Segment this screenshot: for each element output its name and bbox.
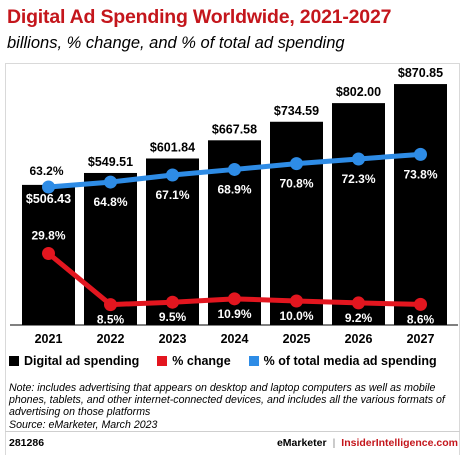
- share-point-2022: [104, 175, 117, 189]
- share-point-2021: [42, 180, 55, 194]
- bar-2025: [270, 121, 323, 326]
- change-label-2022: 8.5%: [97, 313, 125, 327]
- change-point-2025: [290, 294, 303, 308]
- change-label-2027: 8.6%: [407, 312, 435, 326]
- change-label-2024: 10.9%: [217, 307, 251, 321]
- brand-emarketer: eMarketer: [276, 437, 327, 449]
- bar-label-2023: $601.84: [150, 140, 195, 154]
- change-point-2023: [166, 295, 179, 309]
- change-point-2021: [42, 246, 55, 260]
- share-point-2026: [352, 152, 365, 166]
- legend-item-change: % change: [157, 354, 231, 368]
- brand-separator: |: [332, 437, 336, 449]
- share-label-2023: 67.1%: [155, 188, 189, 202]
- share-label-2024: 68.9%: [217, 182, 251, 196]
- x-tick-2025: 2025: [283, 332, 311, 346]
- change-point-2022: [104, 298, 117, 312]
- legend-item-spending: Digital ad spending: [9, 354, 139, 368]
- chart-title: Digital Ad Spending Worldwide, 2021-2027: [7, 6, 392, 28]
- chart-frame: [5, 63, 460, 455]
- change-label-2026: 9.2%: [345, 311, 373, 325]
- share-point-2025: [290, 157, 303, 171]
- legend-label-change: % change: [172, 354, 231, 368]
- footer-divider: [5, 431, 460, 432]
- legend-swatch-share: [248, 356, 259, 366]
- chart-subtitle: billions, % change, and % of total ad sp…: [7, 34, 345, 52]
- bar-label-2025: $734.59: [274, 104, 319, 118]
- share-label-2021: 63.2%: [29, 164, 63, 178]
- change-point-2024: [228, 292, 241, 306]
- bar-label-2022: $549.51: [88, 155, 133, 169]
- source-text: Source: eMarketer, March 2023: [9, 418, 158, 431]
- share-point-2024: [228, 162, 241, 176]
- brand-insider-intelligence: InsiderIntelligence.com: [341, 437, 458, 449]
- chart-canvas: $506.43 $549.51 $601.84 $667.58 $734.59 $802.…: [10, 66, 458, 346]
- x-tick-2026: 2026: [345, 332, 373, 346]
- x-tick-2024: 2024: [221, 332, 249, 346]
- share-point-2027: [414, 147, 427, 161]
- chart-legend: Digital ad spending % change % of total …: [9, 354, 455, 368]
- legend-swatch-spending: [9, 356, 19, 366]
- x-tick-2027: 2027: [407, 332, 435, 346]
- change-point-2026: [352, 296, 365, 310]
- bar-2026: [332, 103, 385, 325]
- share-label-2022: 64.8%: [93, 195, 127, 209]
- legend-label-share: % of total media ad spending: [263, 354, 437, 368]
- footer-brand: eMarketer | InsiderIntelligence.com: [277, 437, 458, 449]
- change-label-2023: 9.5%: [159, 310, 187, 324]
- bar-label-2021: $506.43: [26, 192, 71, 206]
- chart-notes: Note: includes advertising that appears …: [9, 382, 454, 431]
- change-label-2021: 29.8%: [31, 228, 65, 242]
- x-tick-2021: 2021: [35, 332, 63, 346]
- bar-label-2024: $667.58: [212, 122, 257, 136]
- x-tick-2022: 2022: [97, 332, 125, 346]
- share-label-2026: 72.3%: [341, 172, 375, 186]
- bar-2027: [394, 84, 447, 325]
- legend-label-spending: Digital ad spending: [24, 354, 140, 368]
- bar-label-2027: $870.85: [398, 66, 443, 80]
- note-text: Note: includes advertising that appears …: [9, 382, 445, 419]
- bar-label-2026: $802.00: [336, 85, 381, 99]
- share-point-2023: [166, 168, 179, 182]
- chart-id: 281286: [9, 437, 45, 449]
- change-point-2027: [414, 297, 427, 311]
- share-label-2025: 70.8%: [279, 177, 313, 191]
- change-label-2025: 10.0%: [279, 309, 313, 323]
- share-label-2027: 73.8%: [403, 167, 437, 181]
- x-tick-2023: 2023: [159, 332, 187, 346]
- legend-swatch-change: [157, 356, 168, 366]
- legend-item-share: % of total media ad spending: [248, 354, 437, 368]
